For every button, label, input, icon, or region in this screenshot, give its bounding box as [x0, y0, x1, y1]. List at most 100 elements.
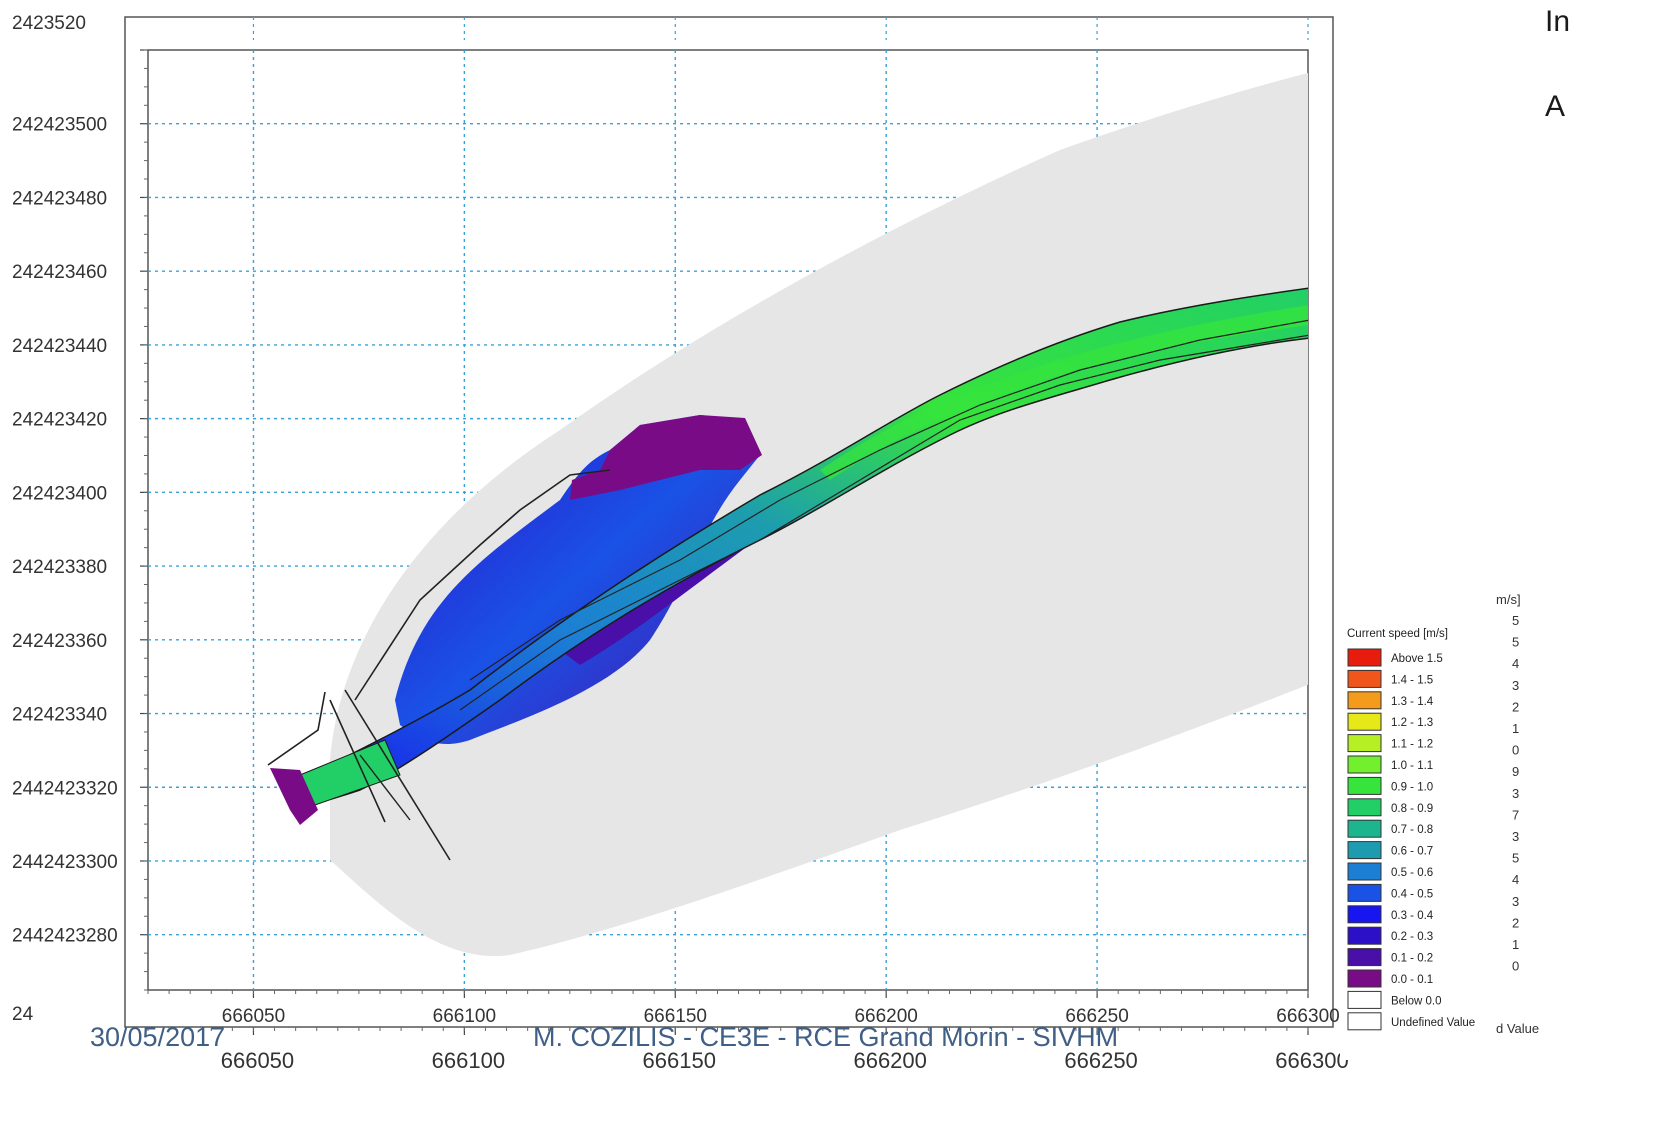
- background-legend-text: 2: [1512, 915, 1519, 930]
- background-legend-text: 7: [1512, 807, 1519, 822]
- x-tick-label: 666300: [1276, 1006, 1339, 1027]
- y-tick-label: 2442423280: [12, 926, 118, 947]
- background-legend-text: d Value: [1496, 1021, 1539, 1036]
- background-legend-text: 1: [1512, 937, 1519, 952]
- background-legend-text: 2: [1512, 699, 1519, 714]
- background-legend-text: 3: [1512, 678, 1519, 693]
- legend-label: Above 1.5: [1391, 653, 1443, 665]
- y-tick-label: 2423520: [12, 13, 86, 34]
- legend-label: 0.3 - 0.4: [1391, 910, 1434, 922]
- footer-date: 30/05/2017: [90, 1022, 226, 1052]
- background-legend-text: 5: [1512, 851, 1519, 866]
- background-legend-text: m/s]: [1496, 592, 1521, 607]
- legend-label: 0.2 - 0.3: [1391, 931, 1433, 943]
- floodplain-flow: [395, 415, 760, 745]
- slide-title-line-2: A: [1545, 90, 1566, 123]
- legend-label: 1.1 - 1.2: [1391, 739, 1433, 751]
- legend-swatch: [1347, 776, 1382, 795]
- legend-swatch: [1347, 798, 1382, 817]
- legend-swatch: [1347, 862, 1382, 881]
- legend-swatch: [1347, 734, 1382, 753]
- legend-swatch: [1347, 755, 1382, 774]
- legend-label: 0.9 - 1.0: [1391, 781, 1433, 793]
- legend-label: 0.0 - 0.1: [1391, 974, 1433, 986]
- y-tick-label: 242423420: [12, 410, 107, 431]
- cross-section-2: [344, 689, 451, 861]
- y-tick-label: 242423340: [12, 705, 107, 726]
- legend-label: 0.7 - 0.8: [1391, 824, 1433, 836]
- y-tick-label: 242423460: [12, 262, 107, 283]
- channel-core-fast: [820, 305, 1308, 480]
- legend-label: 0.8 - 0.9: [1391, 803, 1433, 815]
- inlet-low-speed: [270, 768, 318, 825]
- bank-line: [354, 469, 611, 701]
- background-x-tick-label: 666300: [1275, 1048, 1348, 1073]
- background-legend-text: 0: [1512, 743, 1519, 758]
- background-legend-text: 4: [1512, 872, 1519, 887]
- legend-swatch: [1347, 883, 1382, 902]
- cross-section-3: [267, 691, 326, 766]
- x-axis-tick-labels: 666050 666100 666150 666200 666250 666300: [222, 1006, 1340, 1027]
- background-x-tick-label: 666200: [853, 1048, 926, 1073]
- background-x-tick-label: 666100: [432, 1048, 505, 1073]
- channel-contour-2: [469, 319, 1308, 681]
- legend-swatch: [1347, 990, 1382, 1009]
- legend-swatch: [1347, 691, 1382, 710]
- legend-label: Undefined Value: [1391, 1017, 1475, 1029]
- background-legend-text: 0: [1512, 959, 1519, 974]
- y-tick-label: 242423500: [12, 115, 107, 136]
- legend-swatch: [1347, 648, 1382, 667]
- channel-contour-1: [459, 334, 1308, 711]
- background-legend-text: 3: [1512, 894, 1519, 909]
- legend-swatch: [1347, 1012, 1382, 1031]
- legend-label: 0.5 - 0.6: [1391, 867, 1433, 879]
- background-legend-text: 9: [1512, 764, 1519, 779]
- background-legend-text: 4: [1512, 656, 1519, 671]
- x-tick-label: 666200: [854, 1006, 917, 1027]
- background-legend-text: 1: [1512, 721, 1519, 736]
- legend-label: Below 0.0: [1391, 995, 1442, 1007]
- y-tick-label: 2442423300: [12, 852, 118, 873]
- legend-swatch: [1347, 819, 1382, 838]
- background-legend-text: 5: [1512, 635, 1519, 650]
- legend-swatch: [1347, 669, 1382, 688]
- background-legend-fragments: m/s] 5 5 4 3 2 1 0 9 3 7 3 5 4 3 2 1 0 d Value: [1496, 592, 1539, 1036]
- legend-label: 1.2 - 1.3: [1391, 717, 1433, 729]
- background-legend-text: 3: [1512, 786, 1519, 801]
- y-tick-label: 242423380: [12, 557, 107, 578]
- y-tick-label: 24: [12, 1004, 34, 1025]
- background-plot-frame: [124, 16, 1334, 1028]
- legend-label: 0.1 - 0.2: [1391, 953, 1433, 965]
- legend: Current speed [m/s] Above 1.5 1.4 - 1.5 1.3…: [1340, 615, 1510, 1060]
- background-x-axis-tick-labels: 666050 666100 666150 666200 666250 666300: [221, 1048, 1349, 1073]
- background-x-tick-label: 666150: [643, 1048, 716, 1073]
- x-tick-label: 666150: [644, 1006, 707, 1027]
- y-tick-label: 2442423320: [12, 778, 118, 799]
- legend-label: 1.0 - 1.1: [1391, 760, 1433, 772]
- axis-ticks: [140, 49, 1309, 1035]
- mesh-domain-area: [330, 73, 1308, 957]
- x-tick-label: 666100: [433, 1006, 496, 1027]
- footer-author: M. COZILIS - CE3E - RCE Grand Morin - SI…: [533, 1022, 1119, 1052]
- x-tick-label: 666250: [1065, 1006, 1128, 1027]
- stagnant-zone: [570, 415, 762, 500]
- legend-label: 0.4 - 0.5: [1391, 888, 1433, 900]
- legend-swatch: [1347, 948, 1382, 967]
- cross-section-1: [329, 699, 386, 823]
- y-tick-label: 242423480: [12, 188, 107, 209]
- legend-label: 0.6 - 0.7: [1391, 846, 1433, 858]
- cross-section-4: [359, 754, 411, 821]
- legend-swatch: [1347, 926, 1382, 945]
- slide-title-line-1: In: [1545, 5, 1571, 38]
- x-tick-label: 666050: [222, 1006, 285, 1027]
- legend-title: Current speed [m/s]: [1347, 628, 1448, 640]
- legend-swatch: [1347, 841, 1382, 860]
- y-tick-label: 242423400: [12, 483, 107, 504]
- background-legend-text: 5: [1512, 613, 1519, 628]
- legend-label: 1.3 - 1.4: [1391, 696, 1434, 708]
- y-tick-label: 242423360: [12, 631, 107, 652]
- legend-swatch: [1347, 712, 1382, 731]
- background-x-tick-label: 666250: [1064, 1048, 1137, 1073]
